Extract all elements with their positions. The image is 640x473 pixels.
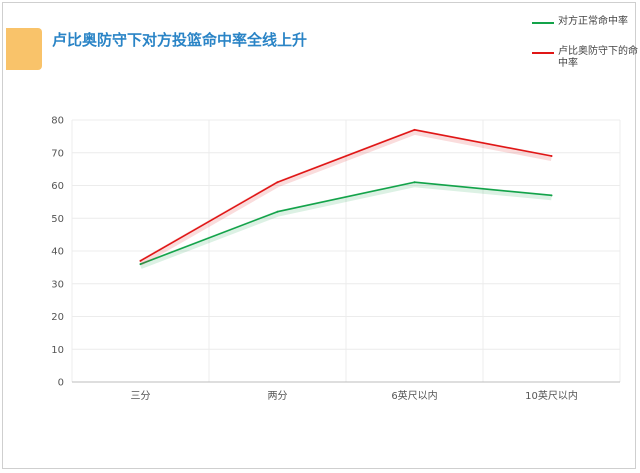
y-tick-label: 50 — [51, 214, 64, 225]
y-tick-label: 70 — [51, 148, 64, 159]
legend-swatch-rubio — [532, 52, 554, 54]
accent-tab — [6, 28, 42, 70]
legend-swatch-normal — [532, 22, 554, 24]
chart-frame — [2, 2, 636, 469]
legend: 对方正常命中率 卢比奥防守下的命中率 — [528, 16, 638, 69]
data-point-s0-2 — [413, 181, 416, 184]
data-point-s0-3 — [550, 194, 553, 197]
x-tick-label: 两分 — [268, 390, 288, 402]
series-line-1 — [140, 129, 552, 262]
series-glow-0 — [139, 181, 552, 269]
x-tick-label: 10英尺以内 — [525, 389, 578, 402]
data-point-s1-0 — [139, 259, 142, 262]
data-point-s1-2 — [413, 128, 416, 131]
y-tick-label: 10 — [51, 345, 64, 356]
y-tick-label: 60 — [51, 181, 64, 192]
series-line-0 — [140, 181, 552, 265]
series-glow-1 — [139, 128, 553, 266]
y-tick-label: 40 — [51, 247, 64, 258]
data-point-s1-3 — [550, 155, 553, 158]
data-point-s0-1 — [276, 210, 279, 213]
y-tick-label: 30 — [51, 279, 64, 290]
data-point-s1-1 — [276, 181, 279, 184]
legend-label-rubio: 卢比奥防守下的命中率 — [558, 46, 638, 69]
x-tick-label: 6英尺以内 — [391, 389, 437, 402]
data-point-s0-0 — [139, 263, 142, 266]
x-tick-label: 三分 — [131, 390, 151, 402]
legend-item-normal: 对方正常命中率 — [528, 16, 638, 46]
y-tick-label: 80 — [51, 116, 64, 127]
y-tick-label: 0 — [58, 378, 64, 389]
legend-label-normal: 对方正常命中率 — [558, 16, 628, 27]
chart-title: 卢比奥防守下对方投篮命中率全线上升 — [52, 31, 308, 49]
y-tick-label: 20 — [51, 312, 64, 323]
